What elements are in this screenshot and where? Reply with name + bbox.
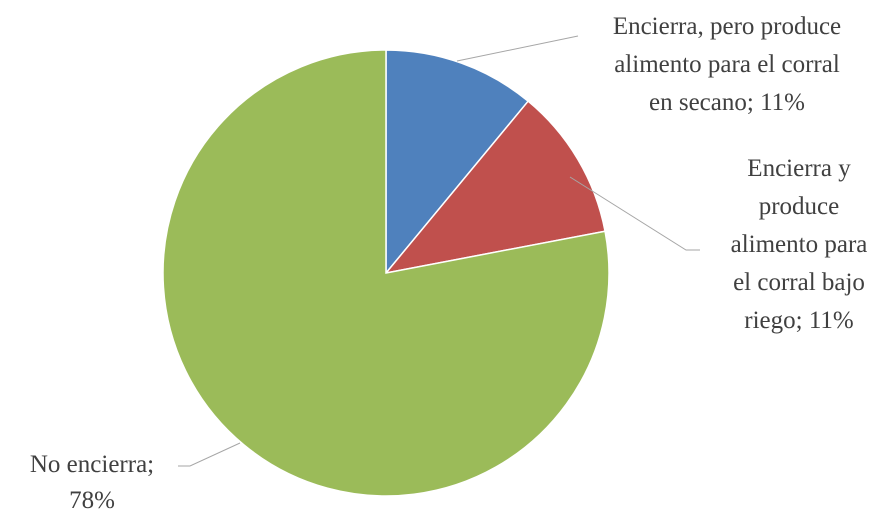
pie-slice-riego (384, 100, 606, 275)
leader-line-no-encierra (178, 442, 241, 467)
pie-slices (162, 49, 610, 497)
data-label-line: alimento para el corral (614, 51, 840, 78)
data-label-line: produce (759, 193, 840, 220)
data-label-no-encierra: No encierra; 78% (30, 451, 154, 510)
data-label-line: Encierra, pero produce (613, 13, 841, 40)
data-label-line: 78% (69, 487, 115, 510)
pie-slice-no-encierra (162, 49, 610, 497)
data-label-line: Encierra y (747, 155, 851, 182)
data-label-line: el corral bajo (733, 269, 865, 296)
leader-line-secano (456, 35, 579, 62)
data-label-line: No encierra; (30, 451, 154, 478)
data-label-riego: Encierra y produce alimento para el corral … (731, 155, 868, 334)
data-label-line: riego; 11% (744, 307, 853, 334)
data-label-line: en secano; 11% (649, 89, 805, 116)
data-label-line: alimento para (731, 231, 868, 258)
pie-slice-secano (385, 49, 530, 276)
data-label-secano: Encierra, pero produce alimento para el c… (613, 13, 841, 116)
leader-lines (178, 35, 700, 467)
leader-line-riego (569, 176, 700, 251)
data-labels: Encierra, pero produce alimento para el c… (30, 13, 867, 510)
